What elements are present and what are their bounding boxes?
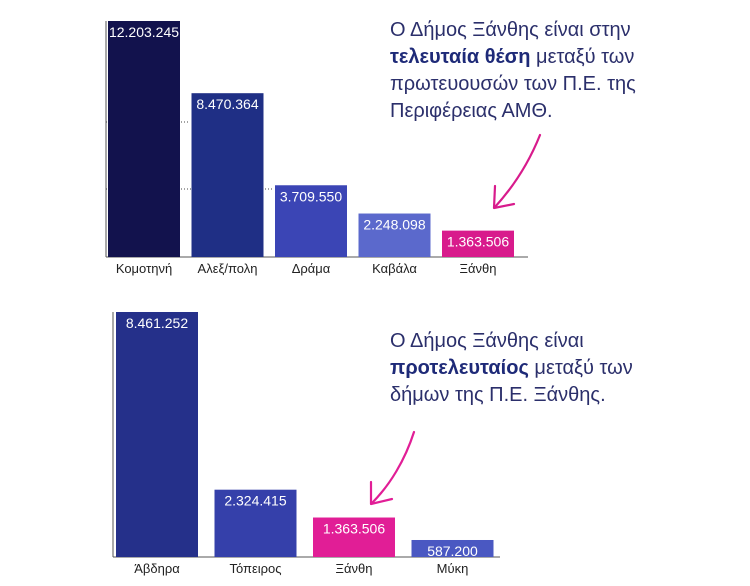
value-label-1: 8.470.364: [196, 96, 258, 112]
annotation-capitals-line1: Ο Δήμος Ξάνθης είναι στην: [390, 19, 631, 41]
annotation-capitals-line4: Περιφέρειας ΑΜΘ.: [390, 100, 553, 122]
annotation-municipalities-line2: μεταξύ των: [528, 357, 633, 379]
pointer-arrowhead: [369, 480, 394, 506]
bar-2: [313, 517, 395, 557]
bar-3: [358, 213, 431, 257]
bar-3: [411, 539, 494, 557]
category-label-3: Μύκη: [437, 561, 469, 576]
value-label-1: 2.324.415: [224, 493, 286, 509]
value-label-0: 8.461.252: [126, 315, 188, 331]
bar-1: [191, 93, 264, 257]
annotation-municipalities: Ο Δήμος Ξάνθης είναι προτελευταίος μεταξ…: [390, 328, 710, 409]
value-label-0: 12.203.245: [109, 24, 179, 40]
category-label-4: Ξάνθη: [460, 261, 497, 276]
category-label-2: Δράμα: [292, 261, 331, 276]
bar-4: [442, 230, 514, 257]
category-label-0: Κομοτηνή: [116, 261, 172, 276]
pointer-arrow: [493, 133, 542, 209]
annotation-capitals-line2: μεταξύ των: [530, 46, 635, 68]
annotation-municipalities-highlight: προτελευταίος: [390, 357, 529, 379]
value-label-2: 1.363.506: [323, 521, 385, 537]
bar-2: [275, 185, 347, 257]
bar-0: [108, 21, 180, 257]
annotation-municipalities-line3: δήμων της Π.Ε. Ξάνθης.: [390, 384, 606, 406]
category-label-2: Ξάνθη: [336, 561, 373, 576]
annotation-capitals-highlight: τελευταία θέση: [390, 46, 531, 68]
category-label-3: Καβάλα: [372, 261, 417, 276]
category-label-0: Άβδηρα: [134, 561, 180, 576]
annotation-municipalities-line1: Ο Δήμος Ξάνθης είναι: [390, 330, 584, 352]
value-label-2: 3.709.550: [280, 188, 342, 204]
value-label-3: 2.248.098: [363, 217, 425, 233]
bar-0: [116, 312, 198, 557]
annotation-capitals-line3: πρωτευουσών των Π.Ε. της: [390, 73, 636, 95]
value-label-4: 1.363.506: [447, 234, 509, 250]
value-label-3: 587.200: [427, 543, 478, 559]
annotation-capitals: Ο Δήμος Ξάνθης είναι στην τελευταία θέση…: [390, 17, 720, 125]
bar-1: [214, 489, 297, 557]
chart-capitals-bars: 12.203.245 Κομοτηνή 8.470.364 Αλεξ/πολη 3.70…: [105, 21, 542, 276]
category-label-1: Αλεξ/πολη: [198, 261, 258, 276]
category-label-1: Τόπειρος: [229, 561, 281, 576]
pointer-arrow: [370, 430, 416, 505]
pointer-arrowhead: [492, 184, 516, 210]
